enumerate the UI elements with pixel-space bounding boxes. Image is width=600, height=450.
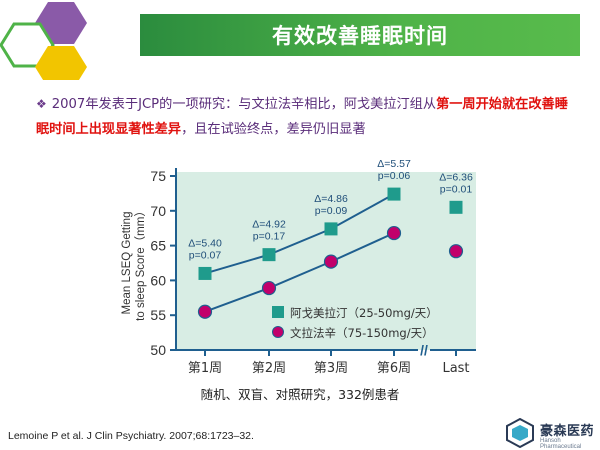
- series-line-0: [204, 193, 395, 275]
- annotation-p-value: p=0.06: [378, 170, 411, 182]
- annotation-delta: Δ=4.86: [314, 193, 348, 205]
- annotation-delta: Δ=5.57: [377, 158, 411, 170]
- x-tick-label: Last: [442, 361, 469, 376]
- legend-label-agomelatine: 阿戈美拉汀（25-50mg/天）: [290, 306, 438, 320]
- data-point-circle: [386, 225, 402, 241]
- data-point-circle: [261, 280, 277, 296]
- data-point-circle: [323, 254, 339, 269]
- annotation-delta: Δ=4.92: [252, 219, 286, 231]
- hexagon-logo-decoration: [0, 2, 87, 80]
- annotation-p-value: p=0.17: [253, 231, 286, 243]
- y-axis-label-line-1: Mean LSEQ Getting: [121, 212, 133, 315]
- x-tick-label: 第6周: [377, 361, 411, 376]
- brand-name: 豪森医药: [540, 424, 595, 439]
- summary-highlight: 第一周开始就在改善睡眠时间上出现显著性差异: [36, 97, 568, 137]
- data-point-square: [198, 266, 212, 280]
- citation: Lemoine P et al. J Clin Psychiatry. 2007…: [8, 430, 254, 442]
- brand-block: 豪森医药 Hansoh Pharmaceutical: [505, 418, 597, 450]
- x-tick-label: 第3周: [314, 361, 348, 376]
- y-tick-label: 50: [150, 342, 166, 358]
- summary-text-after: ，且在试验终点，差异仍旧显著: [181, 122, 366, 137]
- brand-logo-icon: [506, 418, 534, 448]
- legend-label-venlafaxine: 文拉法辛（75-150mg/天）: [290, 326, 434, 340]
- axis-break-mark: //: [420, 342, 428, 358]
- x-tick-label: 第1周: [188, 361, 222, 376]
- summary-paragraph: ❖ 2007年发表于JCP的一项研究：与文拉法辛相比，阿戈美拉汀组从第一周开始就在…: [36, 92, 576, 142]
- data-point-square: [324, 222, 338, 236]
- chart-caption: 随机、双盲、对照研究，332例患者: [200, 387, 400, 402]
- data-point-square: [449, 200, 463, 214]
- y-tick-label: 55: [150, 307, 166, 323]
- hexagon-purple-icon: [35, 2, 87, 44]
- series-line-1: [204, 232, 395, 313]
- data-point-square: [387, 187, 401, 201]
- y-tick-label: 70: [150, 203, 166, 219]
- hexagon-yellow-icon: [35, 46, 87, 80]
- page-title: 有效改善睡眠时间: [272, 24, 448, 48]
- legend-square-marker: [272, 306, 284, 318]
- summary-text-before: 2007年发表于JCP的一项研究：与文拉法辛相比，阿戈美拉汀组从: [51, 97, 437, 112]
- data-point-circle: [197, 304, 213, 319]
- bullet-diamond-icon: ❖: [36, 97, 47, 111]
- y-tick-label: 60: [150, 272, 166, 288]
- chart-svg: Mean LSEQ Getting to sleep Score（mm） 50 55 6…: [121, 158, 476, 376]
- sleep-score-chart: Mean LSEQ Getting to sleep Score（mm） 50 55 6…: [108, 156, 483, 380]
- annotation-p-value: p=0.01: [440, 183, 473, 195]
- annotation-p-value: p=0.09: [315, 205, 348, 217]
- annotation-delta: Δ=5.40: [188, 237, 222, 249]
- y-tick-label: 75: [150, 168, 166, 184]
- page-title-bar: 有效改善睡眠时间: [140, 14, 580, 56]
- annotation-delta: Δ=6.36: [439, 171, 473, 183]
- brand-subtitle: Hansoh Pharmaceutical: [540, 438, 582, 450]
- y-tick-label: 65: [150, 238, 166, 254]
- y-axis-label-line-2: to sleep Score（mm）: [134, 205, 147, 321]
- legend-circle-marker: [272, 326, 284, 338]
- data-point-square: [262, 248, 276, 262]
- data-point-circle: [448, 244, 464, 259]
- annotation-p-value: p=0.07: [189, 249, 222, 261]
- x-tick-label: 第2周: [252, 361, 286, 376]
